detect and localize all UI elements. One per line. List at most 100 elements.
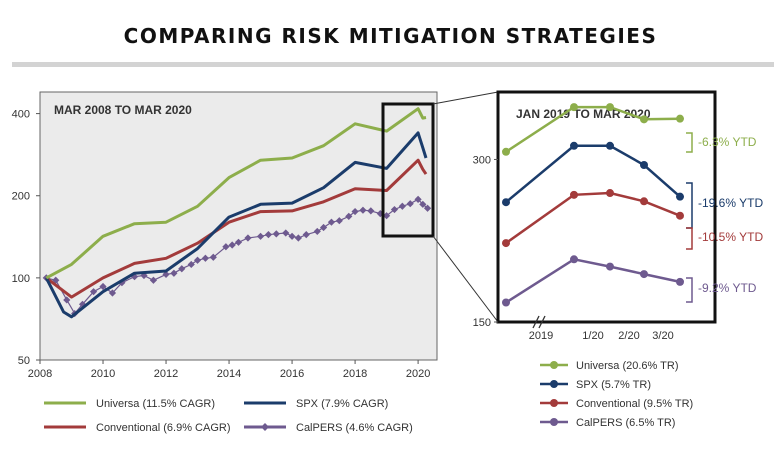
main-data-point-calpers — [244, 234, 252, 242]
main-y-tick-label: 50 — [18, 355, 30, 367]
main-legend-marker-calpers — [261, 423, 269, 431]
main-x-tick-label: 2014 — [217, 368, 241, 380]
inset-legend-label-universa: Universa (20.6% TR) — [576, 360, 679, 372]
main-data-point-calpers — [130, 273, 139, 281]
main-data-point-calpers — [294, 234, 302, 242]
main-data-point-calpers — [345, 212, 353, 220]
ytd-annotation-universa: -6.3% YTD — [698, 135, 757, 149]
inset-data-point-conventional — [606, 189, 614, 198]
inset-data-point-conventional — [570, 190, 578, 199]
main-data-point-calpers — [162, 270, 170, 278]
ytd-annotation-conventional: -10.5% YTD — [698, 230, 763, 244]
inset-legend-label-calpers: CalPERS (6.5% TR) — [576, 417, 675, 429]
main-data-point-calpers — [108, 289, 117, 297]
main-data-point-calpers — [140, 271, 148, 280]
main-data-point-calpers — [264, 231, 273, 239]
main-data-point-calpers — [89, 288, 98, 296]
main-data-point-calpers — [414, 195, 422, 203]
main-data-point-calpers — [367, 207, 375, 215]
inset-data-point-spx — [502, 198, 510, 207]
inset-x-tick-label: 2/20 — [618, 330, 639, 342]
inset-y-tick-label: 150 — [473, 317, 491, 329]
main-chart-title: MAR 2008 TO MAR 2020 — [54, 103, 192, 117]
inset-data-point-spx — [570, 141, 578, 150]
main-x-tick-label: 2010 — [91, 368, 115, 380]
x-axis-break-mark — [532, 315, 540, 329]
main-series-line-calpers — [46, 198, 428, 315]
zoom-connector-top — [432, 91, 499, 105]
inset-x-tick-label: 1/20 — [582, 330, 603, 342]
inset-x-tick-label: 2019 — [529, 330, 553, 342]
inset-data-point-calpers — [640, 270, 648, 279]
main-data-point-calpers — [228, 241, 236, 249]
main-data-point-calpers — [351, 207, 359, 216]
main-data-point-calpers — [209, 253, 217, 261]
page-title: COMPARING RISK MITIGATION STRATEGIES — [123, 24, 658, 48]
ytd-annotation-calpers: -9.2% YTD — [698, 281, 757, 295]
inset-x-tick-label: 3/20 — [652, 330, 673, 342]
main-data-point-calpers — [99, 282, 107, 291]
x-axis-break-mark — [538, 315, 546, 329]
main-data-point-calpers — [398, 202, 406, 210]
main-series-line-universa — [45, 107, 427, 280]
main-data-point-calpers — [256, 232, 265, 240]
inset-data-point-spx — [640, 160, 648, 169]
main-data-point-calpers — [187, 260, 195, 269]
inset-y-tick-label: 300 — [473, 154, 491, 166]
main-legend-label-conventional: Conventional (6.9% CAGR) — [96, 422, 231, 434]
main-data-point-calpers — [419, 200, 427, 208]
inset-legend-label-spx: SPX (5.7% TR) — [576, 379, 651, 391]
inset-legend-label-conventional: Conventional (9.5% TR) — [576, 398, 693, 410]
main-data-point-calpers — [423, 204, 432, 212]
main-data-point-calpers — [170, 269, 178, 277]
main-x-tick-label: 2012 — [154, 368, 178, 380]
inset-data-point-conventional — [640, 197, 648, 206]
title-divider — [12, 62, 774, 67]
inset-legend-marker-universa — [550, 361, 558, 369]
inset-data-point-universa — [502, 147, 510, 156]
main-y-tick-label: 400 — [12, 109, 30, 121]
inset-data-point-universa — [570, 103, 578, 112]
main-y-tick-label: 200 — [12, 191, 30, 203]
main-data-point-calpers — [118, 279, 126, 287]
main-data-point-calpers — [63, 296, 71, 304]
main-x-tick-label: 2018 — [343, 368, 367, 380]
inset-data-point-calpers — [676, 277, 684, 286]
inset-data-point-conventional — [502, 239, 510, 248]
main-data-point-calpers — [149, 276, 158, 284]
main-data-point-calpers — [234, 238, 243, 246]
main-legend-label-spx: SPX (7.9% CAGR) — [296, 398, 388, 410]
zoom-highlight-box — [381, 102, 435, 238]
main-data-point-calpers — [319, 223, 328, 232]
main-data-point-calpers — [406, 200, 414, 208]
main-data-point-calpers — [302, 231, 310, 239]
main-data-point-calpers — [359, 206, 367, 214]
inset-data-point-universa — [606, 103, 614, 112]
ytd-bracket-calpers — [686, 277, 693, 303]
zoom-connector-bottom — [432, 235, 499, 323]
main-series-line-conventional — [45, 158, 428, 299]
main-y-tick-label: 100 — [12, 273, 30, 285]
main-data-point-calpers — [390, 205, 399, 214]
main-data-point-calpers — [193, 256, 202, 264]
inset-data-point-calpers — [570, 255, 578, 264]
main-x-tick-label: 2020 — [406, 368, 430, 380]
ytd-bracket-universa — [686, 132, 693, 153]
main-data-point-calpers — [178, 265, 186, 273]
inset-data-point-spx — [606, 141, 614, 150]
main-data-point-calpers — [78, 300, 87, 308]
main-x-tick-label: 2008 — [28, 368, 52, 380]
main-data-point-calpers — [272, 230, 280, 238]
ytd-annotation-spx: -19.6% YTD — [698, 196, 763, 210]
inset-data-point-calpers — [606, 262, 614, 271]
main-data-point-calpers — [335, 217, 343, 225]
main-data-point-calpers — [313, 227, 321, 236]
main-x-tick-label: 2016 — [280, 368, 304, 380]
main-plot-area — [39, 91, 438, 361]
inset-data-point-universa — [676, 114, 684, 123]
inset-data-point-calpers — [502, 298, 510, 307]
main-data-point-calpers — [222, 243, 230, 251]
inset-data-point-spx — [676, 192, 684, 201]
inset-legend-marker-calpers — [550, 418, 558, 426]
